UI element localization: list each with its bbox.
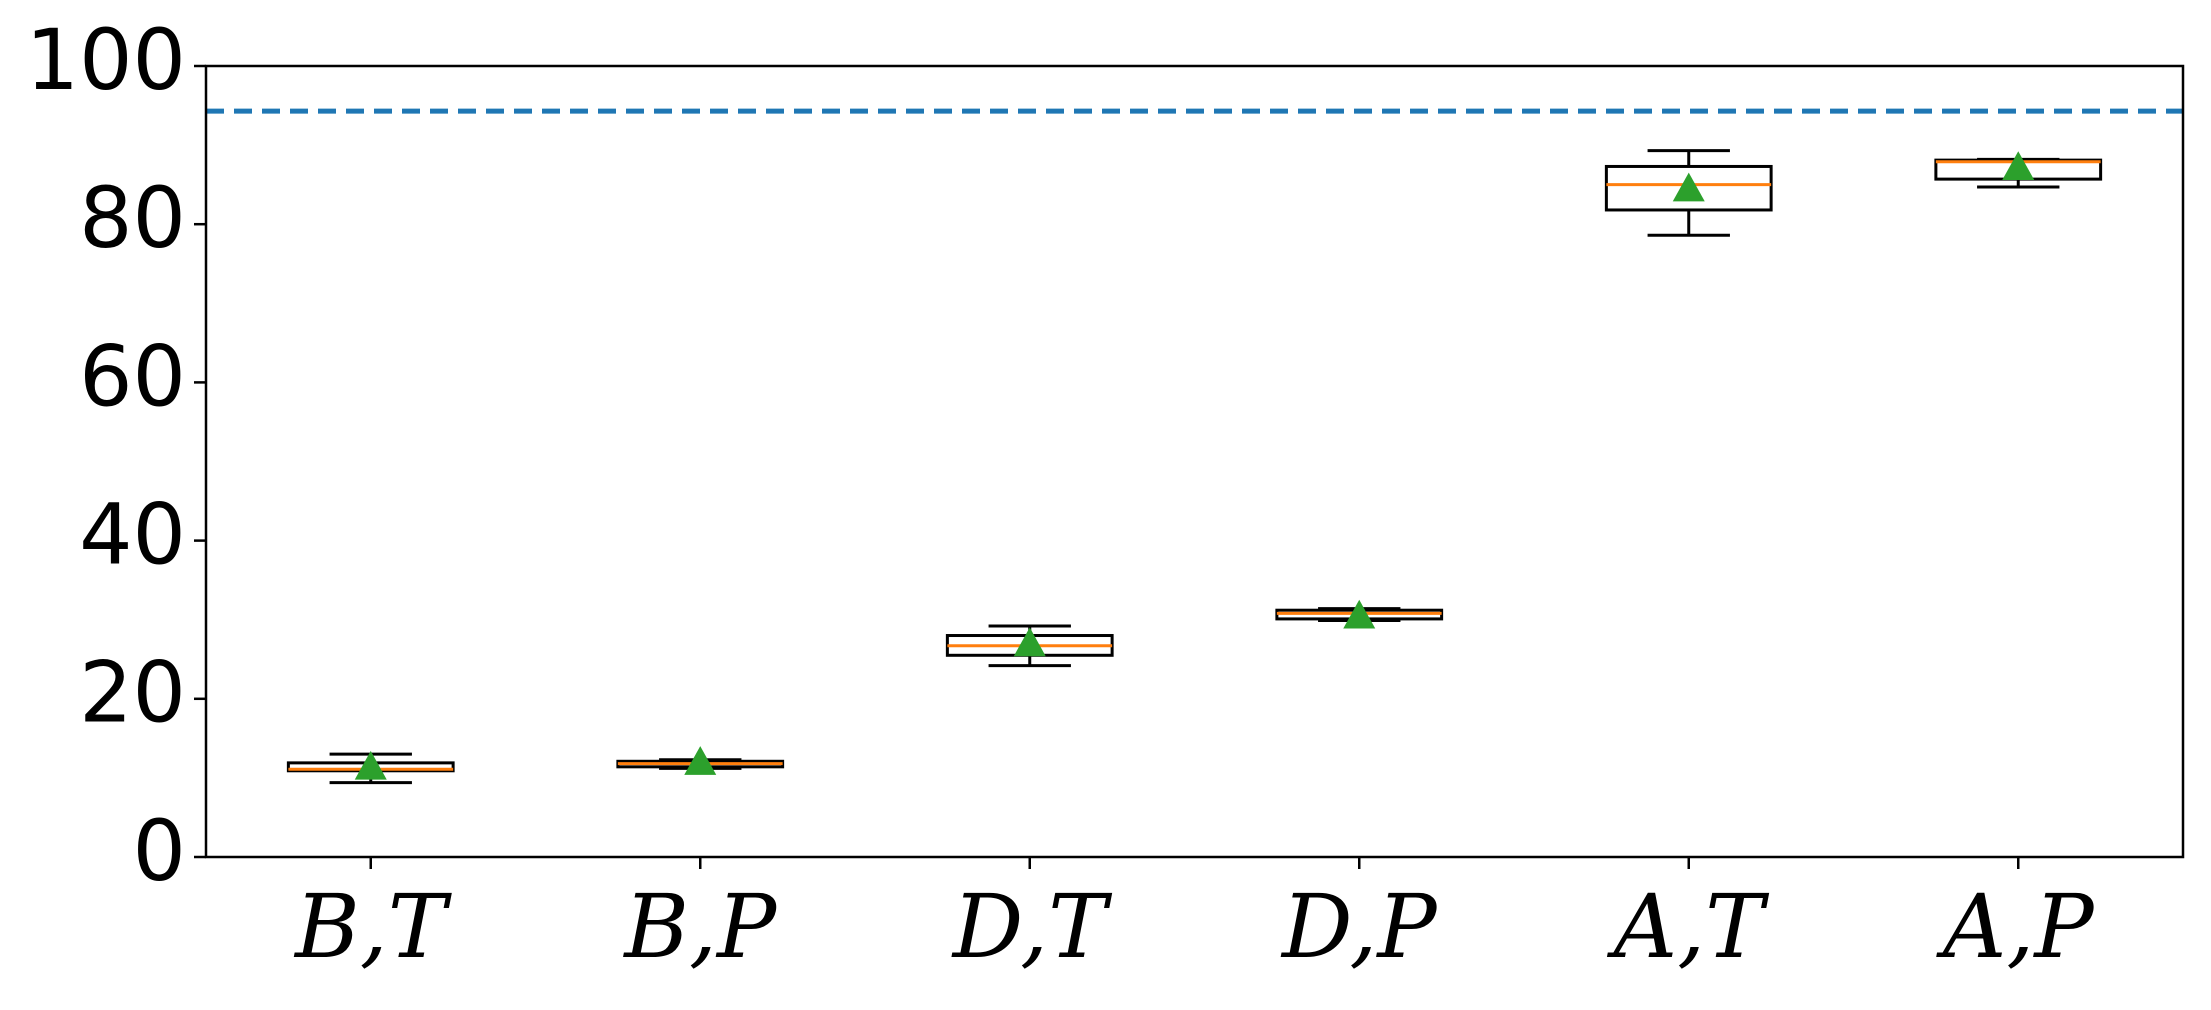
mean-marker — [2002, 151, 2035, 181]
mean-marker — [1343, 599, 1376, 629]
y-tick-label: 40 — [79, 486, 186, 584]
mean-marker — [1013, 627, 1046, 657]
y-tick-label: 80 — [79, 169, 186, 267]
x-tick-label: A,T — [1607, 875, 1771, 978]
y-tick-label: 60 — [79, 327, 186, 425]
mean-marker — [1672, 172, 1705, 202]
x-tick-label: D,T — [951, 875, 1113, 978]
box — [1604, 164, 1773, 212]
x-tick-label: B,P — [622, 875, 778, 978]
y-tick-label: 100 — [26, 11, 186, 109]
y-tick-label: 0 — [133, 802, 186, 900]
plot-frame — [204, 64, 2185, 859]
y-tick-label: 20 — [79, 644, 186, 742]
x-tick-label: A,P — [1936, 875, 2096, 978]
x-tick-label: B,T — [293, 875, 453, 978]
mean-marker — [354, 750, 387, 780]
mean-marker — [684, 746, 717, 775]
x-tick-label: D,P — [1280, 875, 1438, 978]
